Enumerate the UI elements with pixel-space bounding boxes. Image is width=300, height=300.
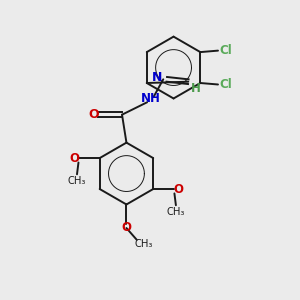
- Text: NH: NH: [141, 92, 160, 105]
- Text: H: H: [191, 82, 201, 95]
- Text: O: O: [173, 182, 184, 196]
- Text: Cl: Cl: [220, 44, 233, 57]
- Text: CH₃: CH₃: [68, 176, 86, 186]
- Text: N: N: [152, 71, 163, 84]
- Text: CH₃: CH₃: [135, 239, 153, 249]
- Text: Cl: Cl: [220, 78, 233, 91]
- Text: O: O: [89, 108, 99, 121]
- Text: CH₃: CH₃: [167, 207, 185, 217]
- Text: O: O: [69, 152, 79, 165]
- Text: O: O: [122, 221, 131, 234]
